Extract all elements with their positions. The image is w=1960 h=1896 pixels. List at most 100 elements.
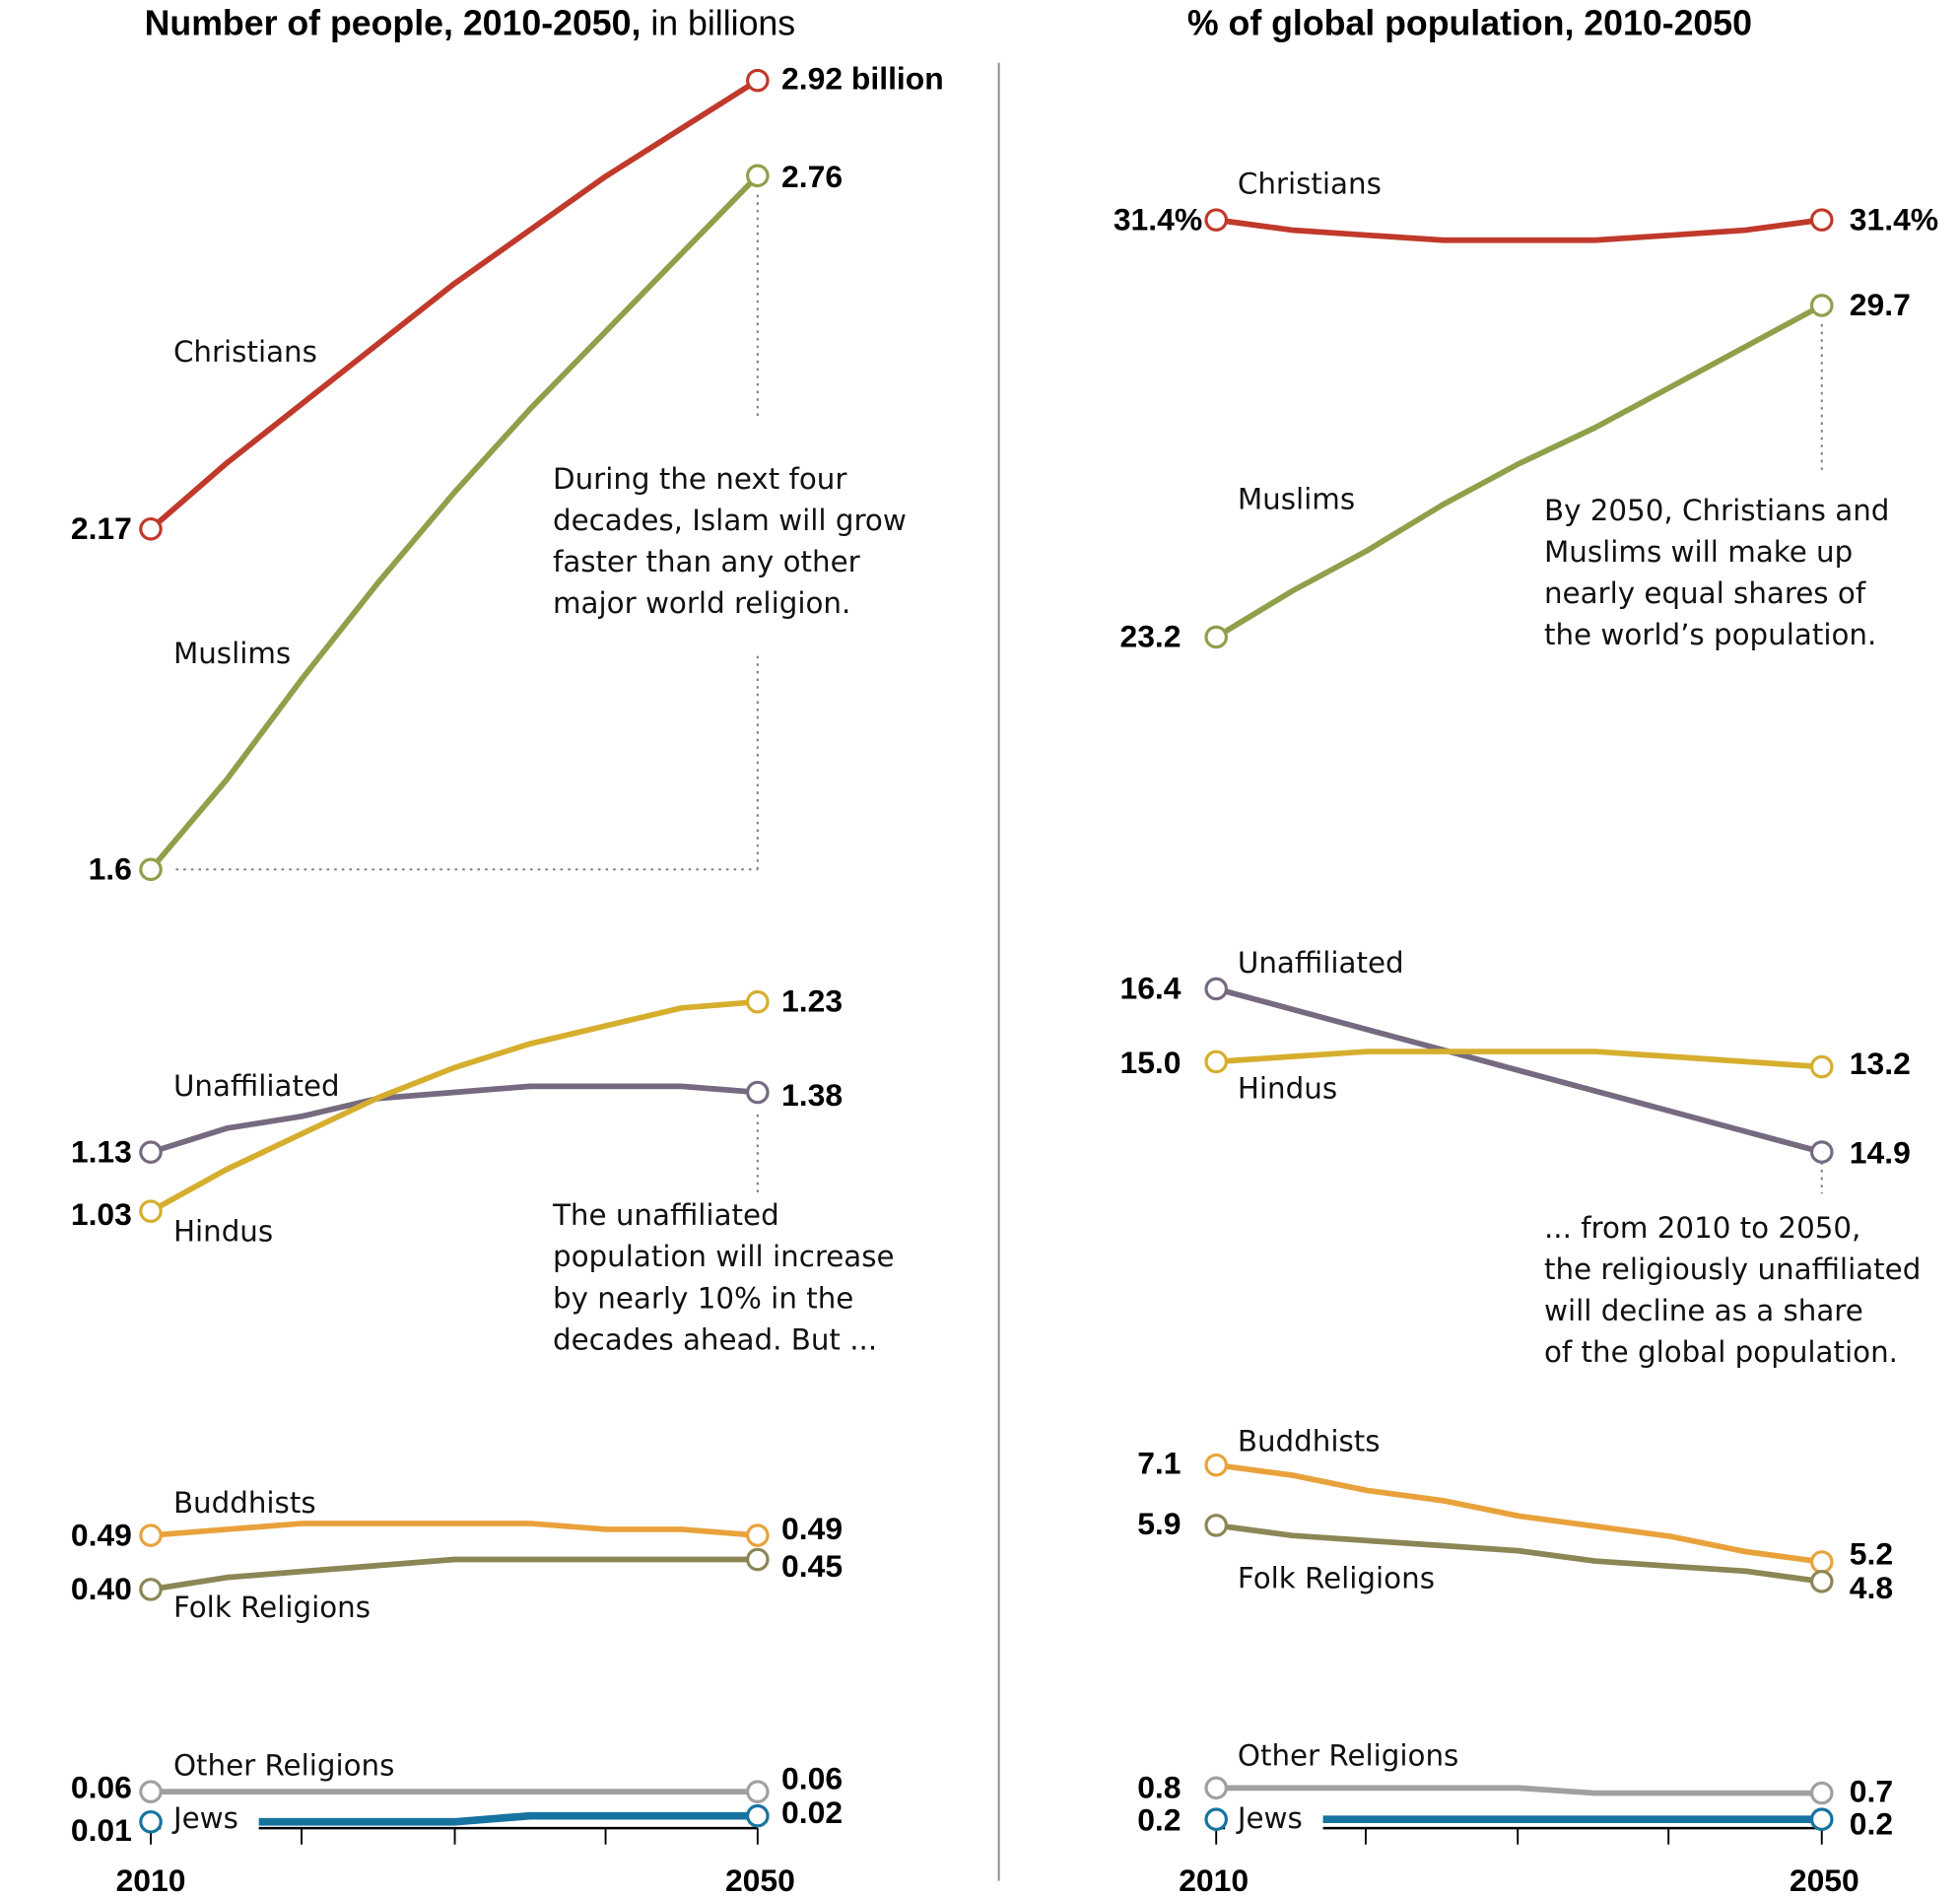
christians-end-value: 31.4% <box>1850 201 1938 237</box>
x-tick-label: 2050 <box>725 1862 795 1896</box>
left-title-suffix: in billions <box>650 4 795 43</box>
folk-religions-line <box>150 1556 758 1592</box>
other-religions-line <box>1216 1785 1822 1796</box>
jews-start-value: 0.01 <box>71 1812 132 1848</box>
muslims-point-2010 <box>1204 625 1228 649</box>
other-religions-point-2050 <box>746 1780 770 1803</box>
annotation-line: will decline as a share <box>1544 1294 1863 1327</box>
label-knockout <box>161 1797 259 1836</box>
x-tick-label: 2010 <box>116 1862 186 1896</box>
hindus-end-value: 14.9 <box>1850 1135 1911 1171</box>
christians-name-label: Christians <box>173 335 317 369</box>
hindus-point-2050 <box>1809 1054 1834 1079</box>
other-religions-name-label: Other Religions <box>1238 1738 1458 1772</box>
muslims-name-label: Muslims <box>173 637 291 670</box>
muslims-end-value: 2.76 <box>781 159 843 194</box>
christians-point-2010 <box>1204 208 1228 232</box>
christians-start-value: 2.17 <box>71 510 132 546</box>
christians-line <box>149 78 760 531</box>
annotation-line: faster than any other <box>553 545 861 578</box>
annotation-line: nearly equal shares of <box>1544 576 1866 610</box>
other-religions-point-2050 <box>1809 1781 1834 1805</box>
hindus-start-value: 15.0 <box>1119 1045 1181 1080</box>
muslims-start-value: 1.6 <box>89 851 132 887</box>
annotation-line: the religiously unaffiliated <box>1544 1253 1921 1286</box>
unaffiliated-point-2010 <box>139 1140 163 1164</box>
series-folk-religions: Folk Religions 0.40 0.45 <box>71 1547 843 1624</box>
folk-religions-name-label: Folk Religions <box>1238 1562 1435 1595</box>
annotation-line: of the global population. <box>1544 1335 1898 1369</box>
folk-religions-end-value: 0.45 <box>781 1548 843 1584</box>
annotation-line: Muslims will make up <box>1544 535 1853 569</box>
annotation-line: During the next four <box>553 462 847 496</box>
series-folk-religions: Folk Religions 5.9 4.8 <box>1137 1506 1893 1605</box>
series-hindus: Hindus 1.03 1.38 <box>71 989 843 1249</box>
jews-point-2050 <box>1809 1807 1834 1832</box>
series-buddhists: Buddhists 0.49 0.49 <box>71 1486 843 1552</box>
unaffiliated-end-value: 1.23 <box>781 982 843 1018</box>
annotation-text: The unaffiliated population will increase… <box>552 1198 895 1356</box>
christians-name-label: Christians <box>1238 167 1382 200</box>
buddhists-start-value: 7.1 <box>1137 1446 1181 1481</box>
hindus-point-2050 <box>746 989 770 1014</box>
annotation-line: The unaffiliated <box>552 1198 779 1232</box>
series-buddhists: Buddhists 7.1 5.2 <box>1137 1425 1893 1574</box>
folk-religions-point-2010 <box>1204 1514 1228 1537</box>
jews-end-value: 0.02 <box>781 1794 843 1830</box>
hindus-name-label: Hindus <box>1238 1071 1337 1105</box>
annotation-line: population will increase <box>553 1240 895 1273</box>
jews-point-2050 <box>746 1803 770 1828</box>
muslims-point-2010 <box>139 857 163 882</box>
christians-end-value: 2.92 billion <box>781 61 944 97</box>
series-christians: Christians 31.4% 31.4% <box>1114 167 1938 243</box>
unaffiliated-start-value: 16.4 <box>1119 971 1181 1006</box>
other-religions-start-value: 0.06 <box>71 1770 132 1805</box>
annotation-text: During the next four decades, Islam will … <box>553 462 907 620</box>
series-other-religions: Other Religions 0.06 0.06 <box>71 1749 843 1805</box>
series-other-religions: Other Religions 0.8 0.7 <box>1137 1738 1893 1808</box>
folk-religions-start-value: 5.9 <box>1137 1506 1181 1541</box>
annotation-line: By 2050, Christians and <box>1544 494 1889 527</box>
series-muslims: Muslims 23.2 29.7 <box>1119 287 1910 654</box>
x-tick-label: 2010 <box>1179 1862 1249 1896</box>
buddhists-line <box>150 1521 759 1538</box>
jews-name-label: Jews <box>1236 1801 1303 1835</box>
buddhists-point-2050 <box>746 1524 770 1547</box>
christians-line <box>1215 217 1823 243</box>
unaffiliated-start-value: 1.13 <box>71 1133 132 1169</box>
right-chart-title: % of global population, 2010-2050 <box>1187 4 1752 43</box>
buddhists-end-value: 5.2 <box>1850 1535 1893 1571</box>
unaffiliated-line <box>1215 985 1823 1155</box>
jews-point-2010 <box>139 1809 163 1834</box>
folk-religions-name-label: Folk Religions <box>173 1591 371 1624</box>
hindus-line <box>1216 1049 1822 1070</box>
folk-religions-end-value: 4.8 <box>1850 1570 1893 1605</box>
other-religions-end-value: 0.7 <box>1850 1773 1893 1808</box>
unaffiliated-point-2050 <box>746 1080 770 1105</box>
hindus-point-2010 <box>1204 1050 1228 1074</box>
annotation-text: ... from 2010 to 2050, the religiously un… <box>1544 1211 1921 1369</box>
hindus-name-label: Hindus <box>173 1215 273 1249</box>
christians-point-2010 <box>139 516 163 541</box>
buddhists-name-label: Buddhists <box>1238 1425 1381 1458</box>
other-religions-name-label: Other Religions <box>173 1749 394 1783</box>
muslims-name-label: Muslims <box>1238 482 1355 515</box>
hindus-point-2010 <box>139 1199 163 1223</box>
unaffiliated-line <box>150 1083 759 1155</box>
series-unaffiliated: Unaffiliated 1.13 1.23 <box>71 982 843 1169</box>
buddhists-end-value: 0.49 <box>781 1511 843 1546</box>
other-religions-point-2010 <box>1204 1776 1228 1800</box>
x-tick-label: 2050 <box>1790 1862 1859 1896</box>
buddhists-point-2010 <box>1204 1453 1228 1477</box>
series-jews: Jews 0.01 0.02 <box>71 1794 843 1848</box>
series-jews: Jews 0.2 0.2 <box>1137 1797 1893 1842</box>
other-religions-end-value: 0.06 <box>781 1761 843 1796</box>
christians-point-2050 <box>746 68 770 93</box>
folk-religions-point-2010 <box>139 1578 163 1601</box>
series-muslims: Muslims 1.6 2.76 <box>89 159 843 887</box>
muslims-line <box>148 173 760 872</box>
series-christians: Christians 2.17 2.92 billion <box>71 61 944 546</box>
buddhists-start-value: 0.49 <box>71 1517 132 1552</box>
unaffiliated-point-2010 <box>1204 977 1228 1001</box>
